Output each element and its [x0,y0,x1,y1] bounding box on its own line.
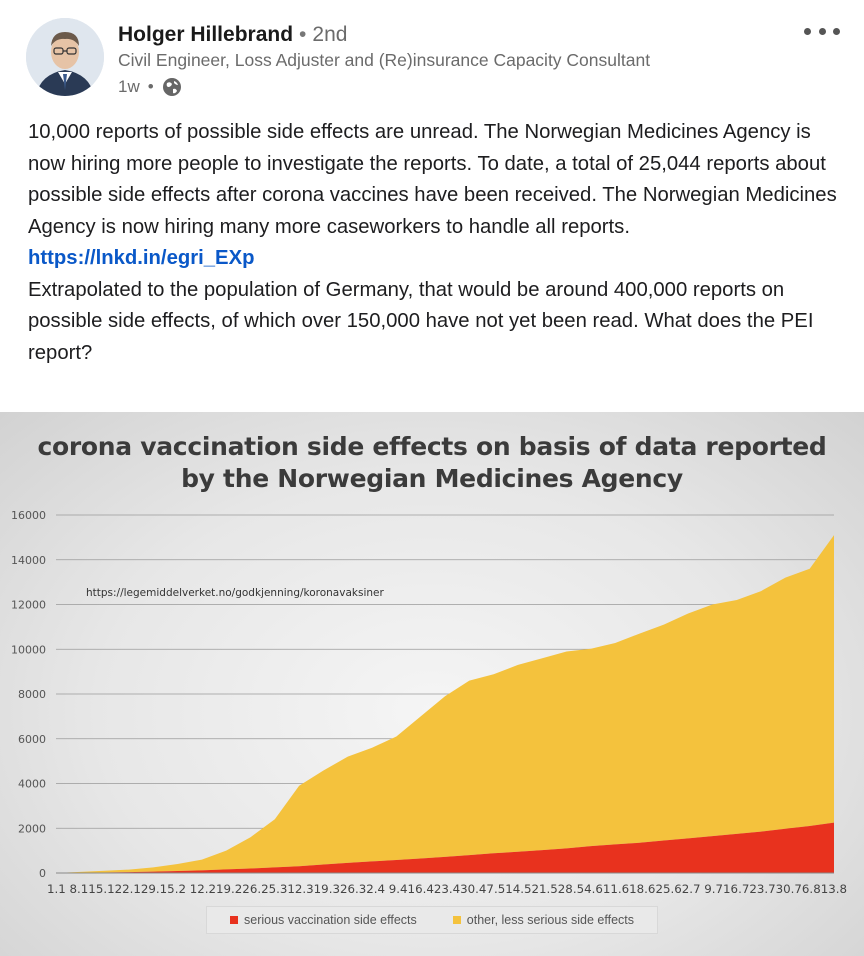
chart-title-line-2: by the Norwegian Medicines Agency [181,464,683,493]
y-tick-label: 10000 [11,643,46,656]
y-tick-label: 2000 [18,822,46,835]
author-avatar[interactable] [26,18,104,96]
ellipsis-icon-dot [833,27,840,35]
author-name[interactable]: Holger Hillebrand [118,23,294,46]
post-time: 1w [118,77,140,96]
series-other-area [56,535,834,873]
legend-swatch-serious [230,916,238,924]
area-chart: 0 2000 4000 6000 8000 10000 12000 14000 16000 1.1… [11,509,847,896]
chart-legend: serious vaccination side effects other, … [206,906,658,934]
meta-dot: • [147,77,154,96]
y-tick-label: 6000 [18,733,46,746]
y-tick-label: 8000 [18,688,46,701]
y-tick-label: 4000 [18,778,46,791]
series-serious-area [56,822,834,873]
connection-degree: 2nd [312,23,348,46]
x-tick-labels: 1.1 8.115.122.129.15.2 12.219.226.25.312… [47,883,847,896]
chart-title-line-1: corona vaccination side effects on basis… [37,432,827,461]
ellipsis-icon-dot [804,27,811,35]
post-paragraph-2: Extrapolated to the population of German… [28,278,814,364]
author-separator: • [299,23,307,46]
chart-image[interactable]: corona vaccination side effects on basis… [0,412,864,956]
author-headline: Civil Engineer, Loss Adjuster and (Re)in… [118,50,651,70]
y-tick-label: 12000 [11,599,46,612]
legend-swatch-other [452,916,461,924]
legend-item-other: other, less serious side effects [452,913,634,927]
post-body: 10,000 reports of possible side effects … [28,117,848,369]
author-line: Holger Hillebrand • 2nd [118,22,347,48]
legend-label-serious: serious vaccination side effects [244,913,417,927]
globe-icon [162,78,181,96]
y-tick-label: 0 [39,867,46,880]
y-tick-label: 16000 [11,509,46,522]
legend-item-serious: serious vaccination side effects [230,913,417,927]
more-options-button[interactable] [804,22,840,40]
ellipsis-icon-dot [818,27,826,35]
post-link[interactable]: https://lnkd.in/egri_EXp [28,247,255,269]
y-tick-label: 14000 [11,554,46,567]
post-paragraph-1: 10,000 reports of possible side effects … [28,121,837,238]
avatar-photo [26,18,104,96]
post-meta: 1w • [118,77,182,97]
legend-label-other: other, less serious side effects [466,913,634,927]
chart-source-annotation: https://legemiddelverket.no/godkjenning/… [86,587,384,599]
